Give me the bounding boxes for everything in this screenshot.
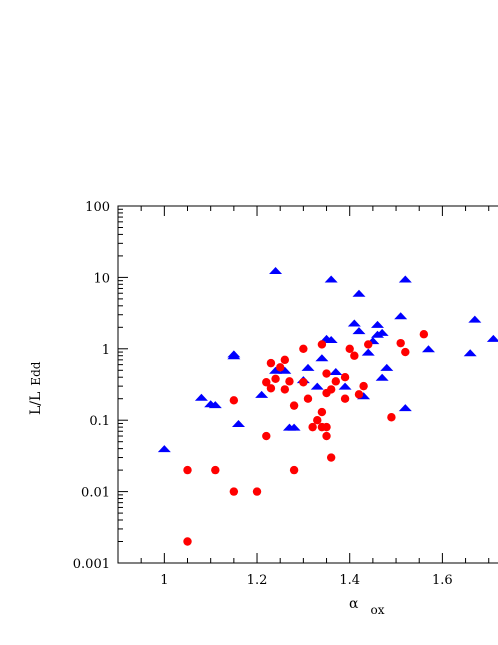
plot-frame [117,205,498,564]
red-circle-point [326,385,336,394]
red-circle-point [317,407,327,417]
x-axis-subscript: ox [370,603,384,617]
red-circle-point [285,377,294,386]
red-circle-point [280,355,290,365]
red-circle-point [359,381,368,391]
red-circle-point [326,453,336,462]
red-circle-point [350,351,359,360]
x-axis-symbol: α [349,596,359,612]
red-circle-point [331,377,341,386]
red-circle-point [252,487,262,496]
blue-triangle-point [486,334,498,342]
blue-triangle-point [324,335,338,343]
x-axis-ticks: 1 1.2 1.4 1.6 [117,206,490,588]
red-circle-point [262,378,271,387]
blue-triangle-point [324,275,338,283]
red-circle-point [271,374,280,384]
blue-triangle-point [352,289,366,297]
red-circle-point [401,347,410,357]
red-circle-point [419,330,429,339]
blue-triangle-point [231,419,245,427]
red-circle-point [317,340,327,349]
red-circle-point [280,385,290,394]
blue-triangle-point [398,275,412,283]
blue-triangle-point [371,320,385,328]
x-tick-label: 1.6 [432,573,453,588]
y-axis-subscript: Edd [29,361,43,385]
red-circle-point [229,396,239,405]
blue-triangle-point [194,393,208,401]
red-circle-point [303,394,313,403]
y-tick-label: 0.1 [89,414,110,429]
blue-triangle-point [278,366,292,374]
red-circle-point [183,537,192,546]
red-circle-point [364,340,373,349]
blue-triangle-point [301,363,315,371]
red-circle-point [340,394,350,403]
red-circle-point [345,344,354,353]
blue-triangle-point [338,382,352,390]
red-circle-point [266,358,276,368]
red-circle-point [299,344,308,353]
blue-triangle-point [227,352,241,360]
red-circle-point [299,378,308,387]
blue-triangle-point [329,368,343,376]
x-tick-label: 1.2 [247,573,268,588]
red-circle-point [289,465,299,475]
y-tick-label: 0.001 [73,557,110,572]
red-circle-point [340,373,350,382]
blue-triangle-point [398,404,412,412]
red-circle-point [322,422,331,432]
blue-triangle-point [310,382,324,390]
x-tick-label: 1 [160,573,168,588]
plot-frame-lines [117,205,498,564]
blue-triangle-point [269,366,283,374]
red-circle-point [229,487,239,496]
red-circle-point [262,431,271,441]
blue-triangle-point [352,327,366,335]
y-axis-title: L/L Edd [28,361,44,415]
blue-triangle-point [361,348,375,356]
red-circle-point [266,384,276,393]
y-tick-label: 100 [85,200,110,215]
blue-triangle-point [468,315,482,323]
y-axis-ticks: 100 10 1 0.1 0.01 0.001 [73,200,128,572]
blue-triangle-point [269,266,283,274]
red-circle-point [387,413,396,422]
y-tick-label: 0.01 [81,486,110,501]
red-circle-point [211,465,220,475]
blue-triangle-point [421,345,435,353]
blue-triangle-point [463,349,477,357]
blue-triangle-point [315,354,329,362]
y-tick-label: 1 [102,343,110,358]
red-circle-point [275,363,285,372]
data-points [157,266,498,546]
red-circle-point [289,401,299,410]
red-circle-point [183,465,192,475]
blue-triangle-point [375,373,389,381]
red-circle-point [313,416,322,425]
blue-triangle-point [375,328,389,336]
blue-triangle-point [394,312,408,320]
red-circle-point [322,431,331,441]
y-tick-label: 10 [93,271,110,286]
blue-triangle-point [255,390,269,398]
x-tick-label: 1.4 [339,573,360,588]
blue-triangle-point [157,445,171,453]
y-axis-main: L/L [28,392,44,415]
red-circle-point [308,422,317,432]
blue-triangle-point [287,423,301,431]
red-circle-point [354,390,364,399]
blue-triangle-point [347,319,361,327]
x-axis-title: α ox [349,596,385,617]
red-circle-point [396,338,405,348]
red-circle-point [322,369,331,378]
blue-triangle-point [380,363,394,371]
blue-triangle-point [208,401,222,409]
